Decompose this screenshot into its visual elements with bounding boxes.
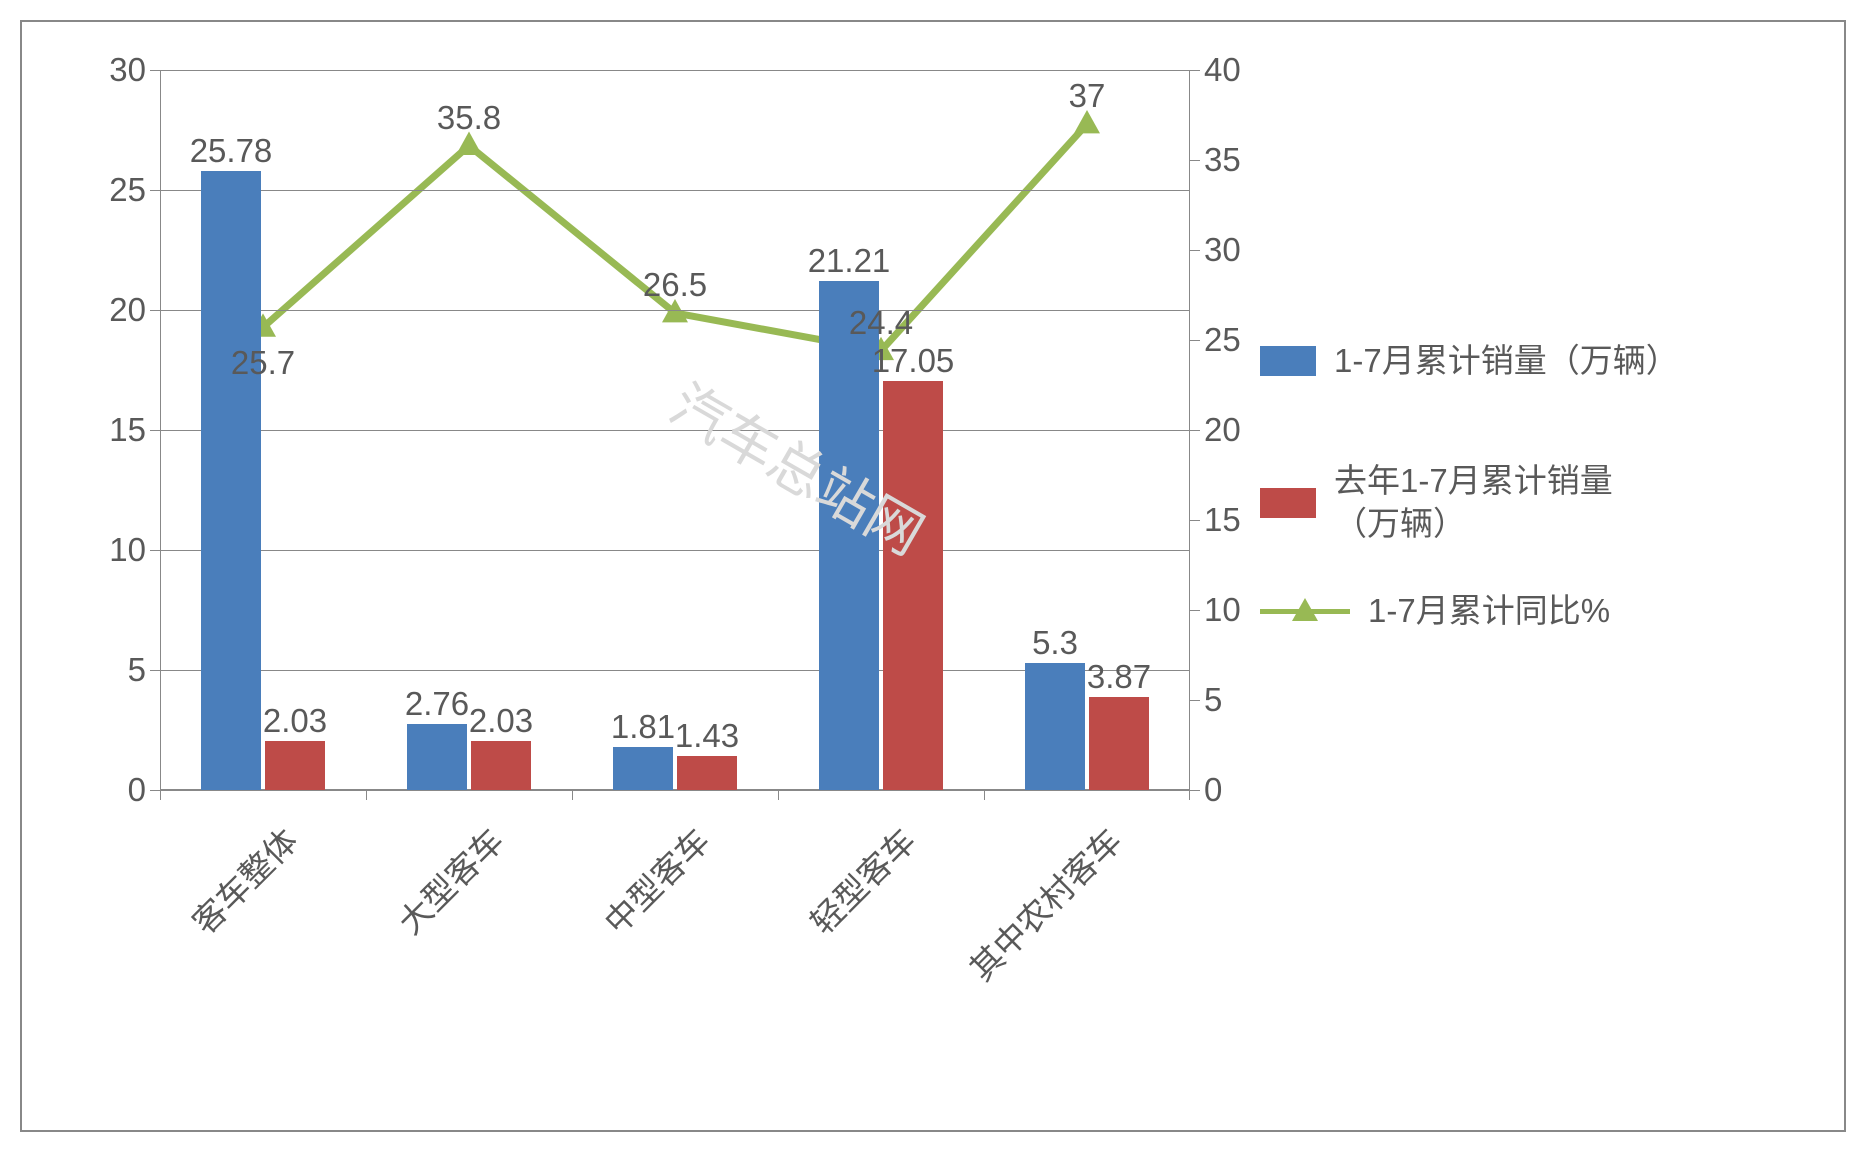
left-tick-mark [150, 310, 160, 311]
gridline [160, 790, 1190, 791]
line-data-label: 25.7 [231, 344, 295, 382]
gridline [160, 70, 1190, 71]
right-axis-tick-label: 5 [1204, 681, 1222, 719]
gridline [160, 550, 1190, 551]
right-tick-mark [1190, 70, 1200, 71]
legend-line-swatch-icon [1260, 596, 1350, 626]
legend-item: 去年1-7月累计销量（万辆） [1260, 460, 1613, 546]
bar-series2 [677, 756, 737, 790]
category-tick-mark [984, 790, 985, 800]
right-axis-tick-label: 0 [1204, 771, 1222, 809]
line-data-label: 37 [1069, 77, 1106, 115]
bar2-data-label: 2.03 [263, 702, 327, 740]
bar1-data-label: 21.21 [808, 242, 891, 280]
left-axis-tick-label: 30 [109, 51, 146, 89]
legend-label: 1-7月累计同比% [1368, 590, 1610, 633]
right-axis-tick-label: 25 [1204, 321, 1241, 359]
right-axis-tick-label: 20 [1204, 411, 1241, 449]
left-axis-tick-label: 10 [109, 531, 146, 569]
x-category-label: 轻型客车 [798, 816, 925, 943]
legend-label: 去年1-7月累计销量（万辆） [1334, 460, 1613, 546]
bar-series1 [407, 724, 467, 790]
x-category-label: 大型客车 [386, 816, 513, 943]
legend: 1-7月累计销量（万辆） 去年1-7月累计销量（万辆） 1-7月累计同比% [1260, 40, 1820, 760]
right-tick-mark [1190, 160, 1200, 161]
plot-area [160, 70, 1190, 790]
bar-series1 [1025, 663, 1085, 790]
left-tick-mark [150, 550, 160, 551]
left-axis-tick-label: 5 [128, 651, 146, 689]
right-tick-mark [1190, 430, 1200, 431]
line-series-polyline [263, 124, 1087, 351]
bar-series2 [265, 741, 325, 790]
x-category-label: 客车整体 [180, 816, 307, 943]
category-tick-mark [572, 790, 573, 800]
left-axis-tick-label: 25 [109, 171, 146, 209]
right-tick-mark [1190, 790, 1200, 791]
legend-item: 1-7月累计销量（万辆） [1260, 340, 1679, 383]
bar2-data-label: 3.87 [1087, 658, 1151, 696]
legend-swatch-icon [1260, 488, 1316, 518]
bar1-data-label: 25.78 [190, 132, 273, 170]
line-data-label: 35.8 [437, 99, 501, 137]
left-tick-mark [150, 670, 160, 671]
chart-container: 1-7月累计销量（万辆）去年1-7月累计销量（万辆）1-7月累计同比% 汽车总站… [40, 40, 1826, 1112]
legend-item: 1-7月累计同比% [1260, 590, 1610, 633]
gridline [160, 310, 1190, 311]
left-tick-mark [150, 790, 160, 791]
bar2-data-label: 2.03 [469, 702, 533, 740]
category-tick-mark [778, 790, 779, 800]
category-tick-mark [1189, 790, 1190, 800]
right-axis-tick-label: 15 [1204, 501, 1241, 539]
left-axis-tick-label: 15 [109, 411, 146, 449]
left-tick-mark [150, 190, 160, 191]
bar1-data-label: 1.81 [611, 708, 675, 746]
category-tick-mark [160, 790, 161, 800]
right-axis-tick-label: 35 [1204, 141, 1241, 179]
legend-swatch-icon [1260, 346, 1316, 376]
right-tick-mark [1190, 610, 1200, 611]
right-axis-tick-label: 10 [1204, 591, 1241, 629]
bar-series1 [819, 281, 879, 790]
gridline [160, 430, 1190, 431]
left-axis-tick-label: 0 [128, 771, 146, 809]
left-axis-tick-label: 20 [109, 291, 146, 329]
bar-series1 [613, 747, 673, 790]
left-axis-line [160, 70, 161, 790]
category-tick-mark [366, 790, 367, 800]
right-tick-mark [1190, 250, 1200, 251]
legend-label: 1-7月累计销量（万辆） [1334, 340, 1679, 383]
line-data-label: 26.5 [643, 266, 707, 304]
left-tick-mark [150, 70, 160, 71]
bar-series2 [1089, 697, 1149, 790]
bar-series2 [883, 381, 943, 790]
gridline [160, 190, 1190, 191]
x-category-label: 其中农村客车 [957, 816, 1131, 990]
right-tick-mark [1190, 520, 1200, 521]
bar2-data-label: 1.43 [675, 717, 739, 755]
right-axis-tick-label: 40 [1204, 51, 1241, 89]
x-category-label: 中型客车 [592, 816, 719, 943]
bar1-data-label: 2.76 [405, 685, 469, 723]
bar-series2 [471, 741, 531, 790]
right-tick-mark [1190, 700, 1200, 701]
right-tick-mark [1190, 340, 1200, 341]
left-tick-mark [150, 430, 160, 431]
bar2-data-label: 17.05 [872, 342, 955, 380]
bar-series1 [201, 171, 261, 790]
bar1-data-label: 5.3 [1032, 624, 1078, 662]
line-data-label: 24.4 [849, 304, 913, 342]
right-axis-tick-label: 30 [1204, 231, 1241, 269]
